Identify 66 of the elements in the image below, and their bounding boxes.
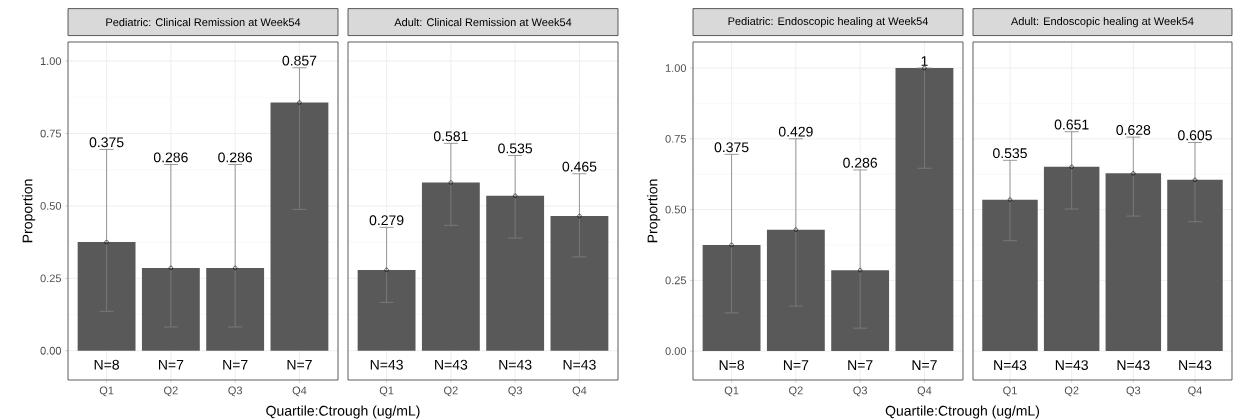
annotation: 1	[921, 56, 928, 66]
annotation: N=7	[848, 360, 873, 370]
chart-title: Pediatric: Clinical Remission at Week54	[106, 18, 301, 27]
annotation: 0.279	[369, 215, 404, 226]
x-tick-label: Q2	[164, 386, 178, 397]
y-tick-label: 0.00	[665, 347, 687, 356]
x-tick-label: Q4	[917, 386, 932, 397]
annotation: N=43	[435, 359, 468, 370]
chart-title: Adult: Clinical Remission at Week54	[394, 18, 572, 27]
y-tick-label: 1.00	[40, 57, 62, 65]
annotation: N=43	[1179, 360, 1212, 371]
y-axis-title: Proportion	[647, 179, 661, 243]
annotation: 0.465	[562, 161, 597, 172]
x-axis-title: Quartile:Ctrough (ug/mL)	[885, 405, 1040, 419]
x-tick-label: Q2	[1064, 386, 1079, 397]
y-tick-label: 0.00	[40, 346, 62, 355]
annotation: 0.375	[89, 137, 124, 148]
y-tick-label: 0.75	[665, 134, 686, 143]
chart-title: Adult: Endoscopic healing at Week54	[1010, 16, 1194, 28]
annotation: 0.286	[153, 152, 188, 163]
x-tick-label: Q4	[292, 386, 307, 397]
chart-title: Pediatric: Endoscopic healing at Week54	[728, 16, 929, 28]
annotation: N=7	[287, 359, 312, 370]
x-tick-label: Q1	[99, 386, 114, 397]
y-axis-title: Proportion	[22, 179, 36, 243]
annotation: 0.535	[993, 148, 1027, 159]
annotation: 0.429	[778, 126, 813, 137]
annotation: N=8	[719, 360, 745, 371]
annotation: N=43	[370, 359, 403, 370]
annotation: N=7	[912, 360, 937, 370]
y-tick-label: 1.00	[665, 64, 687, 72]
y-tick-label: 0.50	[665, 205, 687, 214]
annotation: 0.375	[714, 142, 749, 153]
annotation: 0.581	[433, 131, 468, 142]
x-tick-label: Q4	[1188, 386, 1202, 397]
annotation: N=7	[783, 360, 809, 370]
annotation: 0.535	[498, 143, 533, 154]
x-tick-label: Q1	[724, 386, 739, 397]
annotation: N=43	[994, 360, 1027, 371]
annotation: 0.286	[843, 157, 878, 168]
annotation: N=43	[499, 359, 532, 370]
annotation: 0.286	[218, 152, 253, 163]
y-tick-label: 0.25	[40, 274, 62, 283]
y-tick-label: 0.50	[40, 202, 62, 210]
y-tick-label: 0.75	[40, 129, 62, 138]
annotation: N=7	[158, 359, 184, 370]
annotation: N=43	[563, 359, 596, 370]
y-tick-label: 0.25	[665, 276, 686, 285]
annotation: N=43	[1117, 360, 1150, 371]
x-tick-label: Q3	[853, 386, 867, 397]
x-tick-label: Q2	[444, 386, 458, 397]
annotation: 0.651	[1054, 119, 1089, 130]
x-tick-label: Q4	[572, 386, 587, 397]
x-tick-label: Q1	[1003, 386, 1017, 397]
x-axis-title: Quartile:Ctrough (ug/mL)	[266, 405, 420, 419]
annotation: 0.857	[282, 55, 317, 66]
annotation: 0.605	[1178, 130, 1212, 141]
annotation: N=43	[1055, 360, 1088, 371]
x-tick-label: Q3	[228, 386, 243, 397]
x-tick-label: Q1	[379, 386, 394, 397]
x-tick-label: Q2	[789, 386, 803, 397]
annotation: 0.628	[1116, 124, 1151, 135]
annotation: N=8	[94, 359, 120, 370]
annotation: N=7	[223, 359, 248, 370]
x-tick-label: Q3	[1126, 386, 1141, 397]
x-tick-label: Q3	[508, 386, 522, 397]
